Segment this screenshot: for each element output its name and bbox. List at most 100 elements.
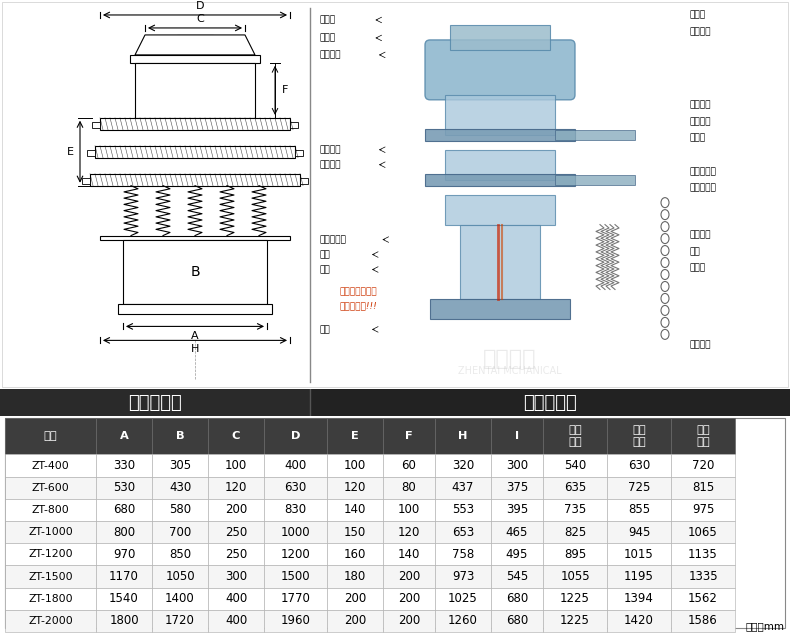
Text: 单位：mm: 单位：mm bbox=[746, 621, 785, 631]
Bar bbox=[100, 118, 290, 130]
Bar bbox=[327, 499, 383, 521]
Bar bbox=[491, 418, 543, 454]
Text: 975: 975 bbox=[692, 503, 714, 517]
Text: A: A bbox=[191, 332, 199, 341]
Text: 437: 437 bbox=[452, 481, 474, 494]
Text: C: C bbox=[231, 431, 240, 441]
Text: 630: 630 bbox=[284, 481, 307, 494]
Text: 945: 945 bbox=[628, 525, 650, 539]
Text: I: I bbox=[515, 431, 519, 441]
Text: ZT-1500: ZT-1500 bbox=[28, 572, 73, 582]
Text: ZT-1000: ZT-1000 bbox=[28, 527, 73, 537]
Text: 1720: 1720 bbox=[165, 615, 195, 627]
Bar bbox=[5, 418, 96, 454]
Bar bbox=[435, 610, 491, 632]
Text: 800: 800 bbox=[113, 525, 135, 539]
Bar bbox=[152, 477, 208, 499]
Text: 运输用固定螺栓: 运输用固定螺栓 bbox=[340, 287, 378, 296]
Text: 额外重锤板: 额外重锤板 bbox=[690, 183, 717, 192]
Bar bbox=[327, 543, 383, 565]
Bar bbox=[5, 610, 96, 632]
Text: E: E bbox=[351, 431, 359, 441]
Text: 振泰机械: 振泰机械 bbox=[483, 349, 536, 369]
Text: 300: 300 bbox=[225, 570, 247, 583]
Text: 850: 850 bbox=[169, 548, 191, 561]
Text: ZT-800: ZT-800 bbox=[32, 505, 70, 515]
Bar bbox=[130, 55, 260, 63]
Text: 1055: 1055 bbox=[560, 570, 590, 583]
Bar bbox=[208, 521, 264, 543]
Bar bbox=[290, 122, 298, 128]
Text: ZT-600: ZT-600 bbox=[32, 483, 70, 492]
Bar bbox=[671, 565, 735, 587]
Text: 1135: 1135 bbox=[688, 548, 718, 561]
Text: ZT-2000: ZT-2000 bbox=[28, 616, 73, 626]
Text: 1065: 1065 bbox=[688, 525, 718, 539]
Bar bbox=[607, 521, 671, 543]
Bar bbox=[327, 521, 383, 543]
Text: 1400: 1400 bbox=[165, 592, 195, 605]
Bar bbox=[118, 304, 272, 315]
Text: A: A bbox=[119, 431, 128, 441]
Text: 465: 465 bbox=[506, 525, 529, 539]
Text: 250: 250 bbox=[225, 525, 247, 539]
Text: 200: 200 bbox=[344, 592, 366, 605]
Text: 1562: 1562 bbox=[688, 592, 718, 605]
Bar bbox=[607, 587, 671, 610]
Bar bbox=[264, 418, 327, 454]
Bar bbox=[383, 499, 435, 521]
Bar bbox=[92, 122, 100, 128]
Text: 680: 680 bbox=[113, 503, 135, 517]
Text: 型号: 型号 bbox=[43, 431, 58, 441]
Text: 1540: 1540 bbox=[109, 592, 139, 605]
Bar bbox=[152, 587, 208, 610]
Bar bbox=[435, 565, 491, 587]
Bar bbox=[491, 477, 543, 499]
Text: 540: 540 bbox=[564, 459, 586, 472]
Bar bbox=[460, 225, 540, 299]
Bar bbox=[435, 521, 491, 543]
Bar bbox=[491, 521, 543, 543]
Text: 1335: 1335 bbox=[688, 570, 718, 583]
Bar bbox=[96, 499, 152, 521]
Bar bbox=[383, 610, 435, 632]
Text: 200: 200 bbox=[398, 615, 420, 627]
Bar bbox=[445, 195, 555, 225]
Text: 653: 653 bbox=[452, 525, 474, 539]
Bar bbox=[135, 63, 255, 118]
Bar bbox=[152, 499, 208, 521]
Text: 200: 200 bbox=[225, 503, 247, 517]
Text: 200: 200 bbox=[398, 570, 420, 583]
Text: 375: 375 bbox=[506, 481, 529, 494]
Text: 一层
高度: 一层 高度 bbox=[568, 425, 582, 447]
Bar bbox=[264, 477, 327, 499]
Text: 580: 580 bbox=[169, 503, 191, 517]
Text: 970: 970 bbox=[113, 548, 135, 561]
Bar bbox=[208, 418, 264, 454]
Text: 140: 140 bbox=[398, 548, 420, 561]
Text: 495: 495 bbox=[506, 548, 529, 561]
Bar bbox=[543, 543, 607, 565]
Bar bbox=[5, 477, 96, 499]
Bar bbox=[491, 543, 543, 565]
Text: 830: 830 bbox=[284, 503, 307, 517]
Text: 973: 973 bbox=[452, 570, 474, 583]
Text: ZT-400: ZT-400 bbox=[32, 461, 70, 470]
Bar bbox=[295, 150, 303, 156]
Bar bbox=[607, 499, 671, 521]
Text: 180: 180 bbox=[344, 570, 366, 583]
Text: 顶部框架: 顶部框架 bbox=[320, 51, 341, 60]
Bar bbox=[445, 95, 555, 135]
Text: 底座: 底座 bbox=[320, 325, 331, 334]
Bar bbox=[607, 418, 671, 454]
Bar bbox=[607, 477, 671, 499]
Bar bbox=[435, 543, 491, 565]
Bar bbox=[5, 543, 96, 565]
Text: 1050: 1050 bbox=[165, 570, 195, 583]
Bar bbox=[96, 521, 152, 543]
Bar bbox=[264, 610, 327, 632]
Text: 100: 100 bbox=[344, 459, 366, 472]
Polygon shape bbox=[135, 35, 255, 55]
Bar bbox=[0, 389, 310, 416]
Bar bbox=[555, 175, 635, 185]
